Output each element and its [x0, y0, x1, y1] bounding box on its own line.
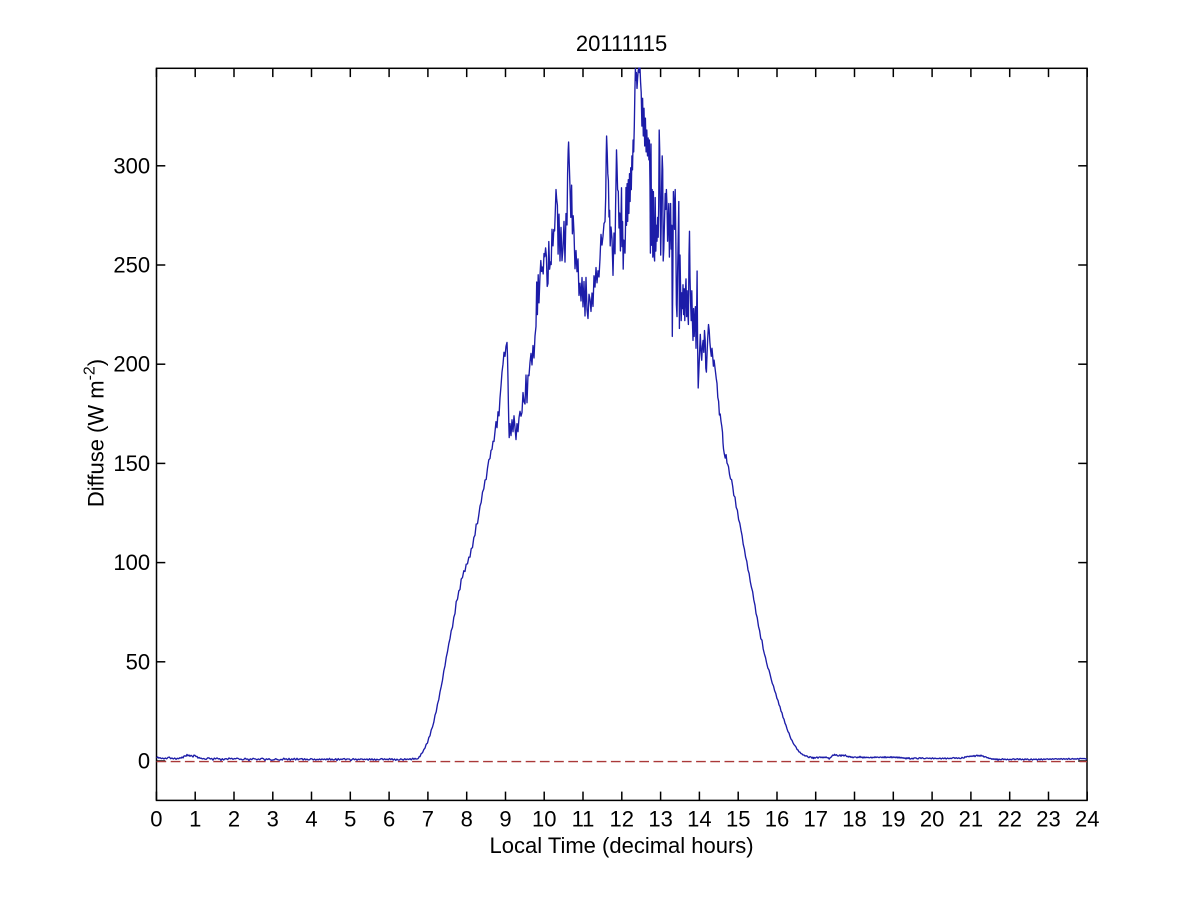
- svg-text:20: 20: [920, 807, 944, 832]
- svg-text:5: 5: [344, 807, 356, 832]
- svg-text:24: 24: [1075, 807, 1099, 832]
- svg-text:250: 250: [113, 253, 150, 278]
- svg-text:20111115: 20111115: [576, 31, 667, 56]
- svg-text:9: 9: [499, 807, 511, 832]
- svg-text:0: 0: [150, 807, 162, 832]
- svg-text:11: 11: [572, 807, 595, 832]
- svg-text:13: 13: [648, 807, 672, 832]
- svg-text:12: 12: [610, 807, 634, 832]
- svg-text:16: 16: [765, 807, 789, 832]
- svg-text:8: 8: [461, 807, 473, 832]
- svg-text:1: 1: [189, 807, 201, 832]
- svg-text:17: 17: [803, 807, 827, 832]
- svg-text:21: 21: [959, 807, 983, 832]
- svg-text:100: 100: [113, 550, 150, 575]
- svg-text:300: 300: [113, 153, 150, 178]
- svg-text:14: 14: [687, 807, 711, 832]
- svg-text:50: 50: [126, 649, 150, 674]
- svg-text:22: 22: [997, 807, 1021, 832]
- svg-text:7: 7: [422, 807, 434, 832]
- svg-text:19: 19: [881, 807, 905, 832]
- svg-text:3: 3: [267, 807, 279, 832]
- svg-text:4: 4: [305, 807, 317, 832]
- svg-text:15: 15: [726, 807, 750, 832]
- svg-text:200: 200: [113, 352, 150, 377]
- svg-text:6: 6: [383, 807, 395, 832]
- svg-text:0: 0: [138, 749, 150, 774]
- svg-text:18: 18: [842, 807, 866, 832]
- svg-text:Local Time (decimal hours): Local Time (decimal hours): [490, 833, 754, 858]
- svg-text:Diffuse (W m-2): Diffuse (W m-2): [82, 359, 109, 507]
- svg-text:2: 2: [228, 807, 240, 832]
- svg-text:23: 23: [1036, 807, 1060, 832]
- svg-text:10: 10: [532, 807, 556, 832]
- svg-text:150: 150: [113, 451, 150, 476]
